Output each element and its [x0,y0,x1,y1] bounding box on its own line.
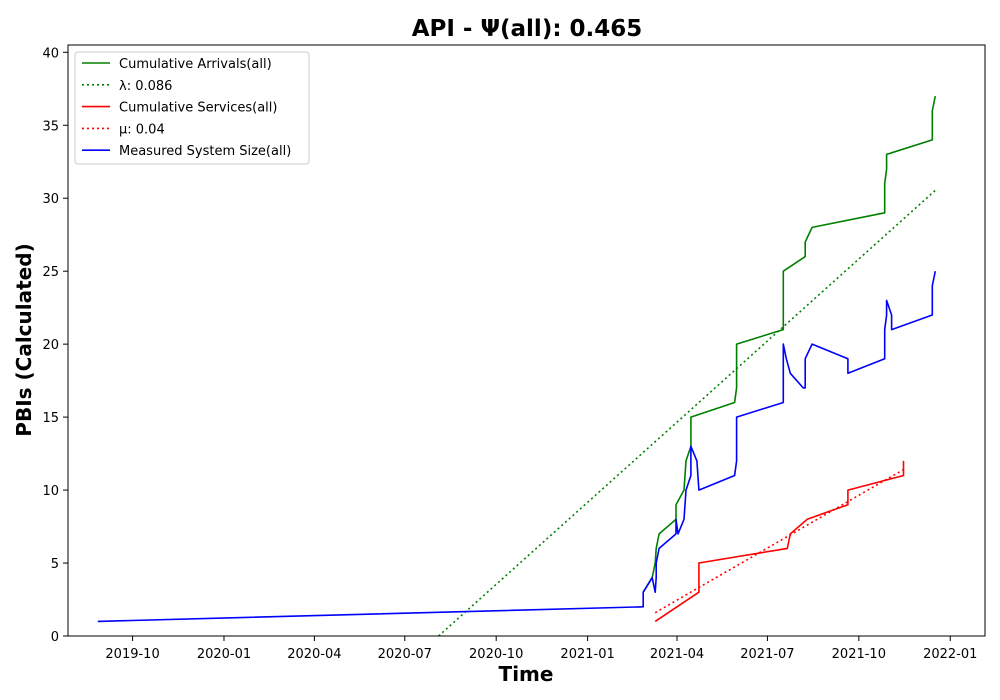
legend-box [74,51,310,165]
x-axis-title: Time [499,662,554,686]
x-tick-label: 2020-07 [378,647,432,662]
legend: Cumulative Arrivals(all) λ: 0.086 Cumulati… [74,51,310,165]
y-tick-label: 35 [42,119,59,134]
x-tick-label: 2019-10 [105,647,159,662]
y-tick-label: 15 [42,411,59,426]
chart-title: API - Ψ(all): 0.465 [412,16,643,42]
y-tick-label: 40 [42,46,59,61]
y-tick-label: 0 [51,630,59,645]
legend-label: λ: 0.086 [119,79,172,94]
legend-label: Cumulative Services(all) [119,101,277,116]
x-tick-label: 2020-01 [197,647,251,662]
x-tick-label: 2021-01 [560,647,614,662]
y-tick-label: 5 [51,557,59,572]
y-tick-label: 10 [42,484,59,499]
x-tick-label: 2021-04 [650,647,704,662]
x-tick-label: 2021-07 [740,647,794,662]
x-tick-label: 2020-10 [469,647,523,662]
y-axis-title: PBIs (Calculated) [12,243,36,436]
legend-label: Measured System Size(all) [119,144,291,159]
plot-frame [67,44,986,637]
y-tick-label: 30 [42,192,59,207]
legend-label: Cumulative Arrivals(all) [119,57,272,72]
y-tick-label: 25 [42,265,59,280]
y-tick-label: 20 [42,338,59,353]
plot-area [97,95,937,636]
series-line-1 [438,188,937,636]
y-axis: 0 5 10 15 20 25 30 35 40 [42,46,68,645]
series-line-2 [654,460,905,623]
x-tick-label: 2020-04 [287,647,341,662]
series-line-4 [97,271,937,623]
legend-label: μ: 0.04 [119,122,165,137]
x-axis: 2019-10 2020-01 2020-04 2020-07 2020-10 2021-… [105,636,977,662]
x-tick-label: 2022-01 [923,647,977,662]
series-line-0 [642,95,937,593]
x-tick-label: 2021-10 [832,647,886,662]
